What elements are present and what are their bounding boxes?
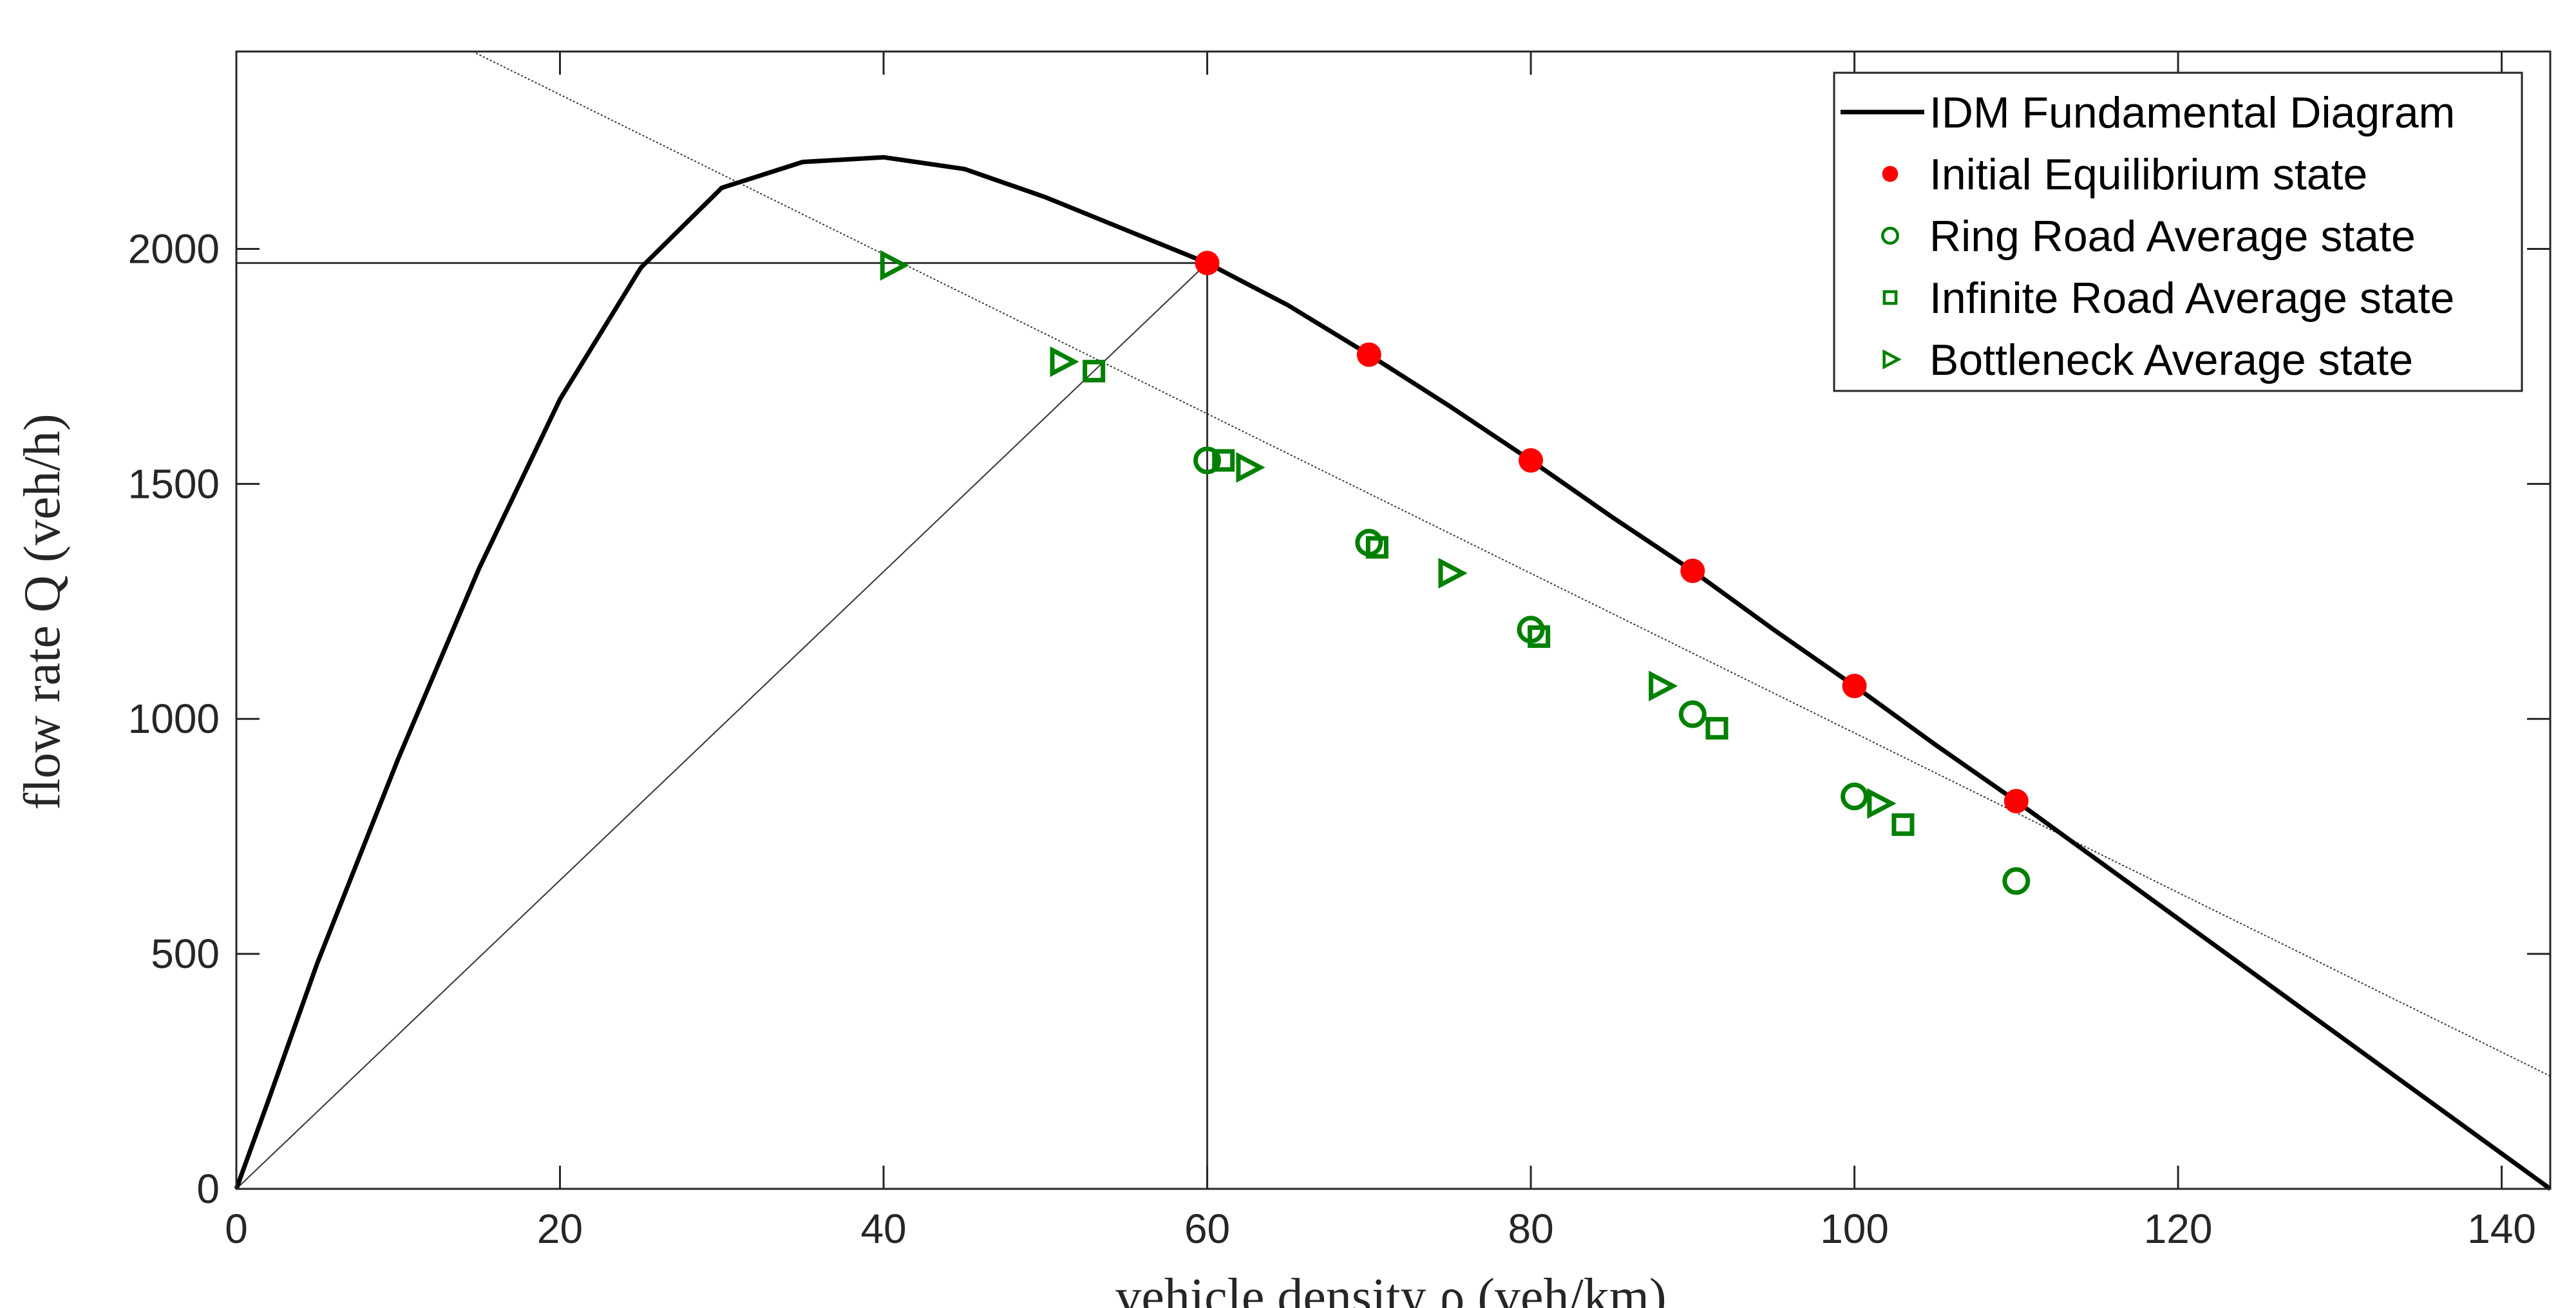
square-data-point bbox=[1212, 449, 1235, 472]
triangle-right-data-point bbox=[1649, 670, 1678, 701]
axes: 0 20 40 60 80 100 120 140 0 500 1000 1500 2000 bbox=[128, 50, 2552, 1252]
triangle-right-data-point bbox=[1050, 346, 1079, 377]
y-tick-label: 2000 bbox=[128, 225, 220, 272]
circle-data-point bbox=[1841, 782, 1869, 811]
legend-entry-label: Ring Road Average state bbox=[1929, 212, 2416, 261]
triangle-right-data-point bbox=[1236, 452, 1265, 483]
y-tick-label: 500 bbox=[151, 931, 220, 977]
circle-data-point bbox=[1193, 446, 1222, 475]
square-data-point bbox=[1083, 359, 1106, 383]
y-tick-label: 1500 bbox=[128, 460, 220, 507]
x-tick-label: 60 bbox=[1184, 1206, 1230, 1252]
square-data-point bbox=[1705, 717, 1728, 740]
legend-entry-label: IDM Fundamental Diagram bbox=[1929, 88, 2455, 137]
y-tick-label: 0 bbox=[196, 1166, 220, 1212]
x-tick-label: 140 bbox=[2467, 1206, 2536, 1252]
plot-area bbox=[234, 51, 2552, 1191]
triangle-right-data-point bbox=[1867, 788, 1897, 819]
origin-ray-guide-line bbox=[236, 262, 1208, 1190]
legend-triangle-right-swatch bbox=[1882, 349, 1902, 370]
x-tick-label: 120 bbox=[2144, 1206, 2213, 1252]
x-tick-label: 100 bbox=[1820, 1206, 1889, 1252]
dot-data-point bbox=[1519, 448, 1544, 473]
dot-data-point bbox=[1356, 342, 1381, 367]
triangle-right-data-point bbox=[880, 250, 909, 281]
legend: IDM Fundamental Diagram Initial Equilibri… bbox=[1833, 71, 2523, 392]
y-axis-label: flow rate Q (veh/h) bbox=[14, 413, 71, 810]
x-tick-label: 40 bbox=[860, 1206, 906, 1252]
dot-data-point bbox=[1195, 251, 1220, 276]
legend-square-swatch bbox=[1882, 290, 1898, 305]
circle-data-point bbox=[2002, 867, 2031, 895]
dot-data-point bbox=[1842, 674, 1867, 699]
legend-entry-label: Initial Equilibrium state bbox=[1929, 150, 2367, 199]
x-tick-label: 20 bbox=[537, 1206, 583, 1252]
legend-dot-swatch bbox=[1882, 166, 1899, 182]
axes-box bbox=[235, 50, 2552, 1190]
legend-box bbox=[1833, 71, 2523, 392]
x-axis-label: vehicle density ρ (veh/km) bbox=[1115, 1269, 1666, 1308]
legend-entry-label: Bottleneck Average state bbox=[1929, 336, 2413, 384]
triangle-right-data-point bbox=[1438, 558, 1468, 589]
legend-circle-swatch bbox=[1881, 227, 1899, 245]
y-tick-label: 1000 bbox=[128, 696, 220, 742]
square-data-point bbox=[1891, 813, 1915, 836]
square-data-point bbox=[1528, 625, 1551, 649]
x-tick-label: 0 bbox=[225, 1206, 248, 1252]
circle-data-point bbox=[1678, 700, 1707, 728]
dot-data-point bbox=[2003, 788, 2029, 813]
legend-entry-label: Infinite Road Average state bbox=[1929, 274, 2454, 323]
dot-data-point bbox=[1680, 558, 1705, 583]
x-tick-label: 80 bbox=[1508, 1206, 1553, 1252]
square-data-point bbox=[1365, 536, 1388, 559]
